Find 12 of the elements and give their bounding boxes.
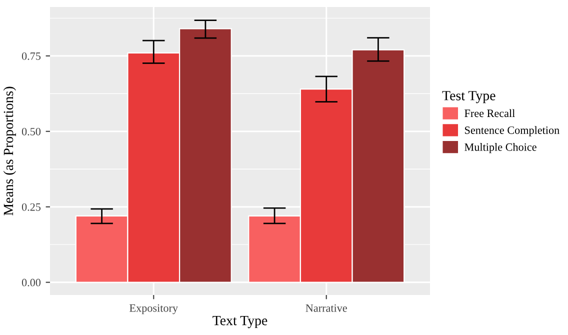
legend-label: Multiple Choice <box>464 143 536 154</box>
legend-title: Test Type <box>442 91 496 104</box>
x-tick-label: Expository <box>130 304 178 314</box>
y-tick-label: 0.75 <box>22 52 41 60</box>
x-tick-label: Narrative <box>306 304 347 312</box>
x-axis-title: Text Type <box>212 316 268 328</box>
legend-label: Free Recall <box>464 109 515 118</box>
y-tick-label: 0.00 <box>22 278 41 286</box>
legend-label: Sentence Completion <box>465 126 560 136</box>
y-tick-label: 0.50 <box>22 128 41 136</box>
y-axis-title: Means (as Proportions) <box>3 86 16 216</box>
y-tick-label: 0.25 <box>22 203 41 211</box>
